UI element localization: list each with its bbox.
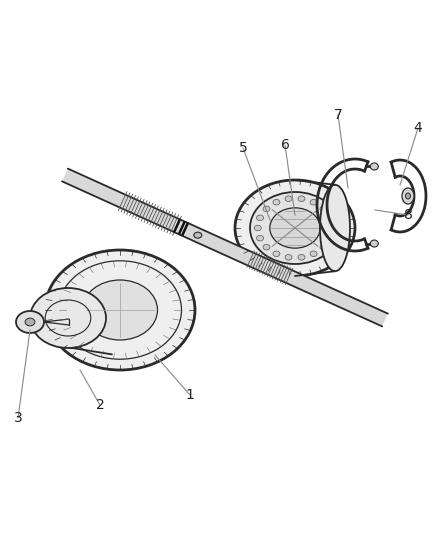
Ellipse shape [270,208,320,248]
Ellipse shape [402,188,414,204]
Ellipse shape [263,244,270,250]
Ellipse shape [320,185,350,271]
Ellipse shape [406,193,410,199]
Ellipse shape [82,280,158,340]
Ellipse shape [250,192,340,264]
Ellipse shape [326,236,333,241]
Ellipse shape [273,251,280,256]
Ellipse shape [254,225,261,231]
Ellipse shape [298,255,305,260]
Ellipse shape [194,232,202,238]
Ellipse shape [45,250,195,370]
Ellipse shape [310,251,317,256]
Ellipse shape [320,206,327,212]
Text: 8: 8 [403,208,413,222]
Text: 4: 4 [413,121,422,135]
Text: 2: 2 [95,398,104,412]
Ellipse shape [320,244,327,250]
Ellipse shape [257,236,264,241]
Ellipse shape [16,311,44,333]
Ellipse shape [30,288,106,348]
Ellipse shape [235,180,355,276]
Ellipse shape [25,318,35,326]
Ellipse shape [257,215,264,221]
Ellipse shape [285,255,292,260]
Ellipse shape [370,240,378,247]
Text: 6: 6 [281,138,290,152]
Ellipse shape [285,196,292,201]
Ellipse shape [298,196,305,201]
Ellipse shape [263,206,270,212]
Text: 5: 5 [239,141,247,155]
Ellipse shape [326,215,333,221]
Ellipse shape [328,225,336,231]
Ellipse shape [370,163,378,170]
Polygon shape [62,168,388,326]
Text: 7: 7 [334,108,343,122]
Text: 3: 3 [14,411,22,425]
Text: 1: 1 [186,388,194,402]
Ellipse shape [310,199,317,205]
Ellipse shape [273,199,280,205]
